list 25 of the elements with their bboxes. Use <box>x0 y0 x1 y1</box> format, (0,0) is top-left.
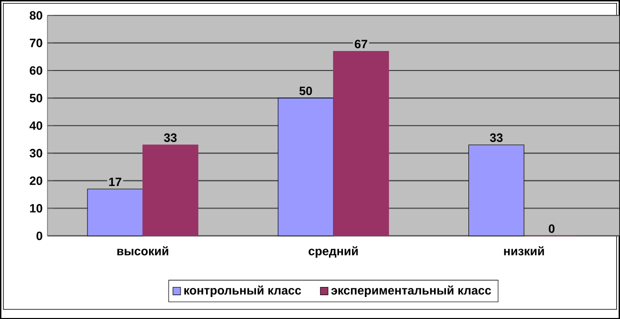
y-tick-label: 20 <box>30 176 42 185</box>
data-label: 0 <box>548 224 555 233</box>
y-tick-label: 10 <box>30 204 42 212</box>
legend-label: экспериментальный класс <box>331 285 492 297</box>
data-label: 33 <box>490 133 503 142</box>
bar <box>278 98 334 236</box>
bar <box>87 188 144 236</box>
y-tick-label: 70 <box>30 38 42 48</box>
data-label: 67 <box>354 40 368 48</box>
bar <box>142 144 198 236</box>
y-tick-label: 80 <box>30 10 42 20</box>
y-tick-label: 0 <box>36 231 42 240</box>
x-tick-label: высокий <box>117 246 168 256</box>
y-tick-label: 50 <box>30 94 42 102</box>
data-label: 17 <box>109 178 122 186</box>
bar <box>333 50 389 236</box>
y-tick-label: 30 <box>30 148 42 158</box>
bar <box>468 144 524 236</box>
data-label: 50 <box>299 86 312 95</box>
data-label: 33 <box>164 133 177 142</box>
x-tick-label: низкий <box>504 246 544 256</box>
y-tick-label: 40 <box>30 121 42 130</box>
y-tick-label: 60 <box>30 66 42 75</box>
x-tick-label: средний <box>308 246 358 258</box>
legend-label: контрольный класс <box>184 285 302 297</box>
